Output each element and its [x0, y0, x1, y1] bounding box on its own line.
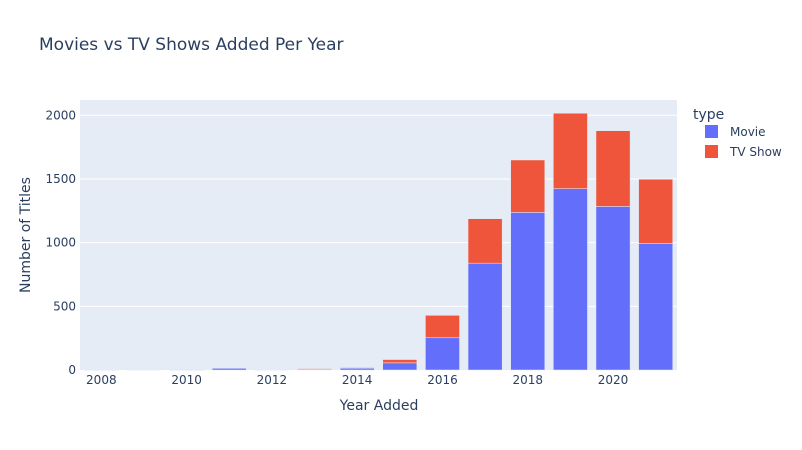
legend-swatch-tv-show	[705, 145, 718, 158]
chart-title: Movies vs TV Shows Added Per Year	[39, 35, 344, 55]
x-tick-label: 2010	[171, 373, 202, 387]
bar-movie-2015[interactable]	[382, 362, 418, 371]
x-tick-label: 2020	[598, 373, 629, 387]
x-tick-labels: 2008 2010 2012 2014 2016 2018 2020	[86, 373, 628, 387]
legend-item-tv-show[interactable]: TV Show	[705, 145, 782, 159]
x-axis-title: Year Added	[339, 398, 419, 414]
y-tick-label: 0	[68, 363, 76, 377]
x-tick-label: 2012	[257, 373, 288, 387]
bar-tv-show-2017[interactable]	[467, 218, 503, 264]
bar-movie-2011[interactable]	[211, 368, 247, 371]
bar-tv-show-2018[interactable]	[510, 159, 546, 213]
y-tick-label: 1000	[45, 236, 76, 250]
bar-tv-show-2020[interactable]	[595, 130, 631, 207]
bar-tv-show-2015[interactable]	[382, 359, 418, 364]
legend-label-tv-show: TV Show	[729, 145, 782, 159]
y-tick-label: 1500	[45, 172, 76, 186]
bar-movie-2017[interactable]	[467, 262, 503, 371]
bar-tv-show-2008[interactable]	[84, 369, 119, 371]
y-axis-title: Number of Titles	[18, 177, 34, 293]
bar-movie-2012[interactable]	[254, 369, 290, 371]
legend-swatch-movie	[705, 125, 718, 138]
legend: type Movie TV Show	[693, 107, 782, 159]
x-tick-label: 2018	[512, 373, 543, 387]
bar-tv-show-2016[interactable]	[425, 315, 460, 339]
bar-movie-2019[interactable]	[553, 188, 588, 371]
bar-tv-show-2021[interactable]	[638, 178, 673, 244]
legend-label-movie: Movie	[730, 125, 766, 139]
bar-movie-2016[interactable]	[425, 337, 460, 371]
legend-item-movie[interactable]: Movie	[705, 125, 766, 139]
y-tick-label: 500	[53, 299, 76, 313]
bar-movie-2009[interactable]	[126, 369, 162, 371]
legend-title: type	[693, 107, 724, 123]
bar-tv-show-2014[interactable]	[339, 367, 375, 369]
x-tick-label: 2014	[342, 373, 373, 387]
bar-movie-2021[interactable]	[638, 243, 673, 371]
x-tick-label: 2008	[86, 373, 117, 387]
bar-movie-2020[interactable]	[595, 206, 631, 371]
bar-tv-show-2019[interactable]	[553, 112, 588, 189]
y-tick-labels: 0 500 1000 1500 2000	[45, 108, 76, 377]
bar-tv-show-2013[interactable]	[297, 368, 332, 370]
bar-movie-2010[interactable]	[169, 369, 204, 371]
x-tick-label: 2016	[427, 373, 458, 387]
bar-movie-2018[interactable]	[510, 212, 546, 371]
bar-movie-2014[interactable]	[339, 367, 375, 371]
bars	[84, 112, 673, 371]
y-tick-label: 2000	[45, 108, 76, 122]
